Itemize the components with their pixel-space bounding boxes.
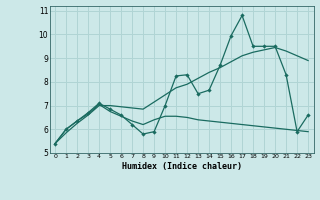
X-axis label: Humidex (Indice chaleur): Humidex (Indice chaleur) bbox=[122, 162, 242, 171]
